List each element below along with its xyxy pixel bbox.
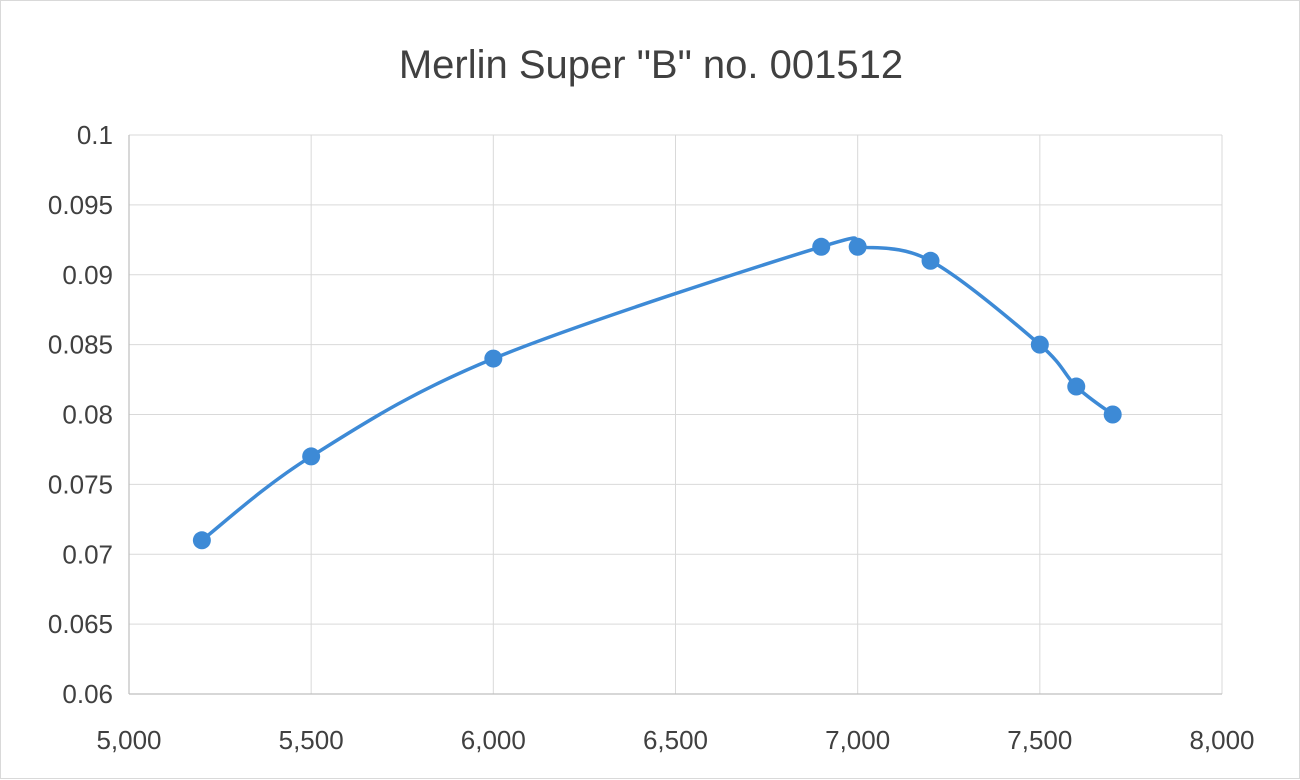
x-tick-label: 8,000 (1189, 725, 1254, 755)
y-tick-label: 0.08 (62, 400, 113, 430)
grid-layer (129, 134, 1223, 694)
axis-layer (128, 135, 1222, 695)
data-point (1030, 335, 1049, 354)
series-layer (192, 236, 1122, 550)
x-tick-label: 7,000 (825, 725, 890, 755)
y-tick-label: 0.09 (62, 260, 113, 290)
data-point (921, 251, 940, 270)
y-tick-label: 0.1 (77, 120, 113, 150)
y-tick-label: 0.06 (62, 679, 113, 709)
data-point (848, 237, 867, 256)
data-point (1067, 377, 1086, 396)
data-point (192, 531, 211, 550)
y-tick-label: 0.075 (48, 469, 113, 499)
chart-title: Merlin Super "B" no. 001512 (399, 43, 903, 87)
y-tick-label: 0.095 (48, 190, 113, 220)
x-tick-label: 5,500 (279, 725, 344, 755)
x-tick-label: 7,500 (1007, 725, 1072, 755)
x-tick-label: 6,500 (643, 725, 708, 755)
y-tick-label: 0.065 (48, 609, 113, 639)
x-tick-label: 6,000 (461, 725, 526, 755)
y-tick-label: 0.07 (62, 539, 113, 569)
data-point (302, 447, 321, 466)
y-tick-label: 0.085 (48, 330, 113, 360)
data-point (484, 349, 503, 368)
data-point (1103, 405, 1122, 424)
series-line (200, 236, 1114, 542)
tick-labels: 0.06 0.065 0.07 0.075 0.08 0.085 0.09 0.095 0.1 5… (48, 120, 1255, 755)
data-point (812, 237, 831, 256)
x-tick-label: 5,000 (96, 725, 161, 755)
